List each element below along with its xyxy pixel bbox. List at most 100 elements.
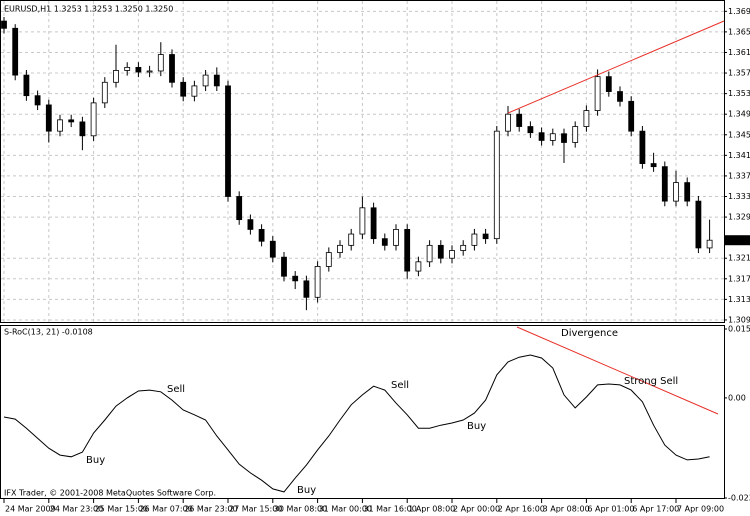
candle-body — [135, 66, 142, 73]
candle-body — [180, 81, 187, 97]
candle-body — [673, 182, 679, 202]
trend-line — [516, 326, 719, 415]
candle-body — [281, 256, 287, 277]
x-tick-label: 24 Mar 2009 — [5, 505, 56, 514]
candle-body — [404, 229, 411, 272]
annotation: Strong Sell — [624, 376, 678, 387]
candle-body — [101, 81, 108, 104]
y-tick-label: 1.3495 — [728, 110, 750, 119]
candle-body — [393, 229, 399, 246]
x-tick-label: 6 Apr 01:00 — [587, 505, 634, 514]
annotation: Sell — [391, 380, 409, 391]
annotation: Sell — [167, 384, 185, 395]
annotation: Buy — [86, 455, 105, 466]
candle-body — [449, 250, 455, 259]
candle-body — [269, 240, 276, 258]
candle-body — [370, 207, 377, 240]
candle-body — [325, 252, 332, 267]
candle-body — [628, 100, 635, 132]
last-price-label: 1.3250 — [727, 236, 750, 245]
y-tick-label: 1.3695 — [728, 7, 750, 16]
candle-body — [146, 70, 153, 73]
x-tick-label: 24 Mar 23:00 — [50, 505, 103, 514]
candle-body — [247, 219, 254, 230]
candle-body — [79, 121, 86, 137]
candle-body — [23, 74, 30, 97]
candle-body — [258, 229, 265, 242]
candle-body — [695, 200, 702, 249]
candle-body — [605, 76, 612, 92]
annotation: Divergence — [561, 328, 618, 339]
y-tick-label: 1.3295 — [728, 213, 750, 222]
candle-body — [90, 102, 97, 137]
candle-body — [12, 27, 19, 76]
candle-body — [505, 113, 511, 132]
candle-body — [359, 207, 366, 235]
x-tick-label: 2 Apr 00:00 — [453, 505, 500, 514]
y-tick-label: 1.3535 — [728, 89, 750, 98]
candle-body — [594, 76, 601, 111]
x-tick-label: 26 Mar 07:00 — [139, 505, 192, 514]
candle-body — [157, 54, 164, 72]
x-tick-label: 31 Mar 00:00 — [319, 505, 372, 514]
candle-body — [191, 85, 198, 97]
candle-body — [706, 239, 713, 249]
y-tick-label: 1.3615 — [728, 48, 750, 57]
candle-body — [561, 133, 567, 143]
candle-body — [236, 196, 243, 221]
y-tick-label: 1.3575 — [728, 69, 750, 78]
indicator-line — [3, 354, 710, 493]
x-tick-label: 6 Apr 17:00 — [632, 505, 679, 514]
y-tick-label: 1.3215 — [728, 254, 750, 263]
x-tick-label: 3 Apr 08:00 — [543, 505, 590, 514]
candle-body — [482, 233, 489, 240]
candle-body — [538, 132, 545, 141]
y-tick-label: 1.3135 — [728, 295, 750, 304]
candle-body — [583, 110, 590, 127]
candle-body — [169, 54, 175, 83]
y-tick-label: 0.0159 — [728, 325, 750, 334]
candle-body — [1, 20, 7, 29]
candle-body — [202, 74, 209, 87]
candle-body — [650, 163, 657, 168]
candle-body — [292, 275, 299, 282]
x-tick-label: 31 Mar 16:00 — [363, 505, 416, 514]
chart-title: EURUSD,H1 1.3253 1.3253 1.3250 1.3250 — [4, 5, 173, 14]
x-tick-label: 7 Apr 09:00 — [677, 505, 724, 514]
candle-body — [113, 70, 119, 83]
y-tick-label: 1.3455 — [728, 130, 750, 139]
y-tick-label: 1.3095 — [728, 315, 750, 324]
y-tick-label: 1.3415 — [728, 151, 750, 160]
candle-body — [337, 244, 343, 253]
candle-body — [45, 104, 52, 132]
x-tick-label: 2 Apr 16:00 — [498, 505, 545, 514]
candle-body — [68, 119, 75, 123]
y-tick-label: 0.00 — [728, 393, 746, 402]
main-pane — [0, 0, 725, 323]
candle-body — [303, 280, 310, 298]
candle-body — [381, 238, 388, 246]
candle-body — [34, 95, 41, 106]
y-tick-label: 1.3175 — [728, 274, 750, 283]
candle-body — [639, 130, 646, 164]
x-tick-label: 27 Mar 15:00 — [229, 505, 282, 514]
candle-body — [314, 266, 321, 298]
candle-body — [348, 233, 355, 246]
candle-body — [437, 244, 444, 259]
y-tick-label: 1.3375 — [728, 171, 750, 180]
candle-body — [57, 119, 63, 132]
y-tick-label: 1.3655 — [728, 27, 750, 36]
x-tick-label: 26 Mar 23:00 — [184, 505, 237, 514]
annotation: Buy — [467, 421, 486, 432]
indicator-pane — [0, 325, 725, 499]
trend-line — [507, 20, 725, 114]
candle-body — [415, 261, 422, 272]
y-tick-label: -0.0231 — [728, 494, 750, 503]
indicator-title: S-RoC(13, 21) -0.0108 — [4, 328, 93, 337]
candle-body — [124, 66, 131, 71]
x-tick-label: 1 Apr 08:00 — [408, 505, 455, 514]
candle-body — [661, 166, 668, 202]
candle-body — [460, 244, 467, 251]
candle-body — [572, 126, 579, 143]
